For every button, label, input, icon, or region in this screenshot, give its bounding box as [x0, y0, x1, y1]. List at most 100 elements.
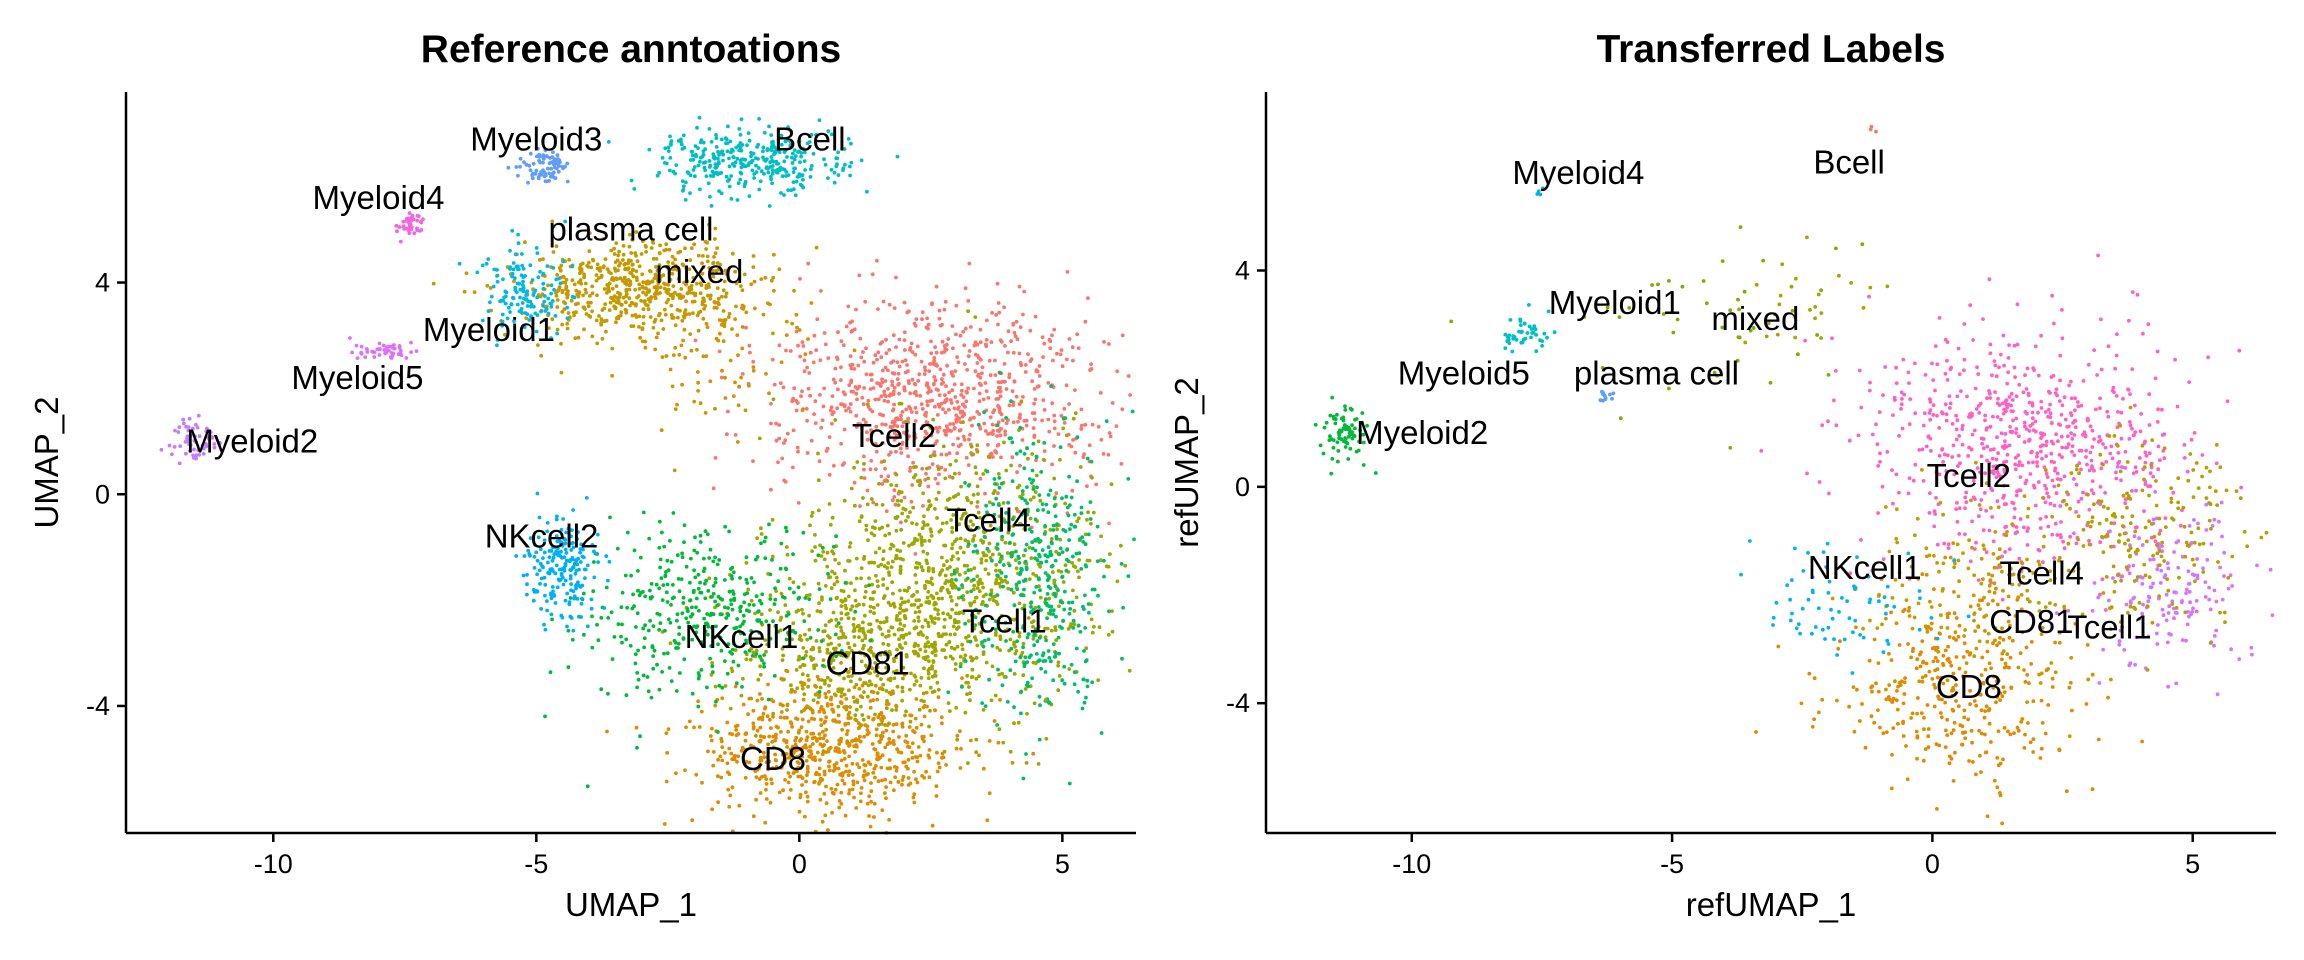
data-point: [541, 556, 545, 560]
data-point: [714, 336, 719, 341]
data-point: [955, 451, 960, 456]
data-point: [1030, 411, 1035, 415]
data-point: [671, 261, 675, 266]
data-point: [785, 155, 789, 159]
data-point: [1071, 416, 1076, 421]
data-point: [715, 603, 720, 608]
data-point: [726, 315, 731, 319]
data-point: [923, 429, 928, 434]
data-point: [896, 371, 901, 376]
data-point: [917, 609, 922, 614]
data-point: [582, 272, 586, 277]
data-point: [976, 526, 981, 530]
data-point: [1062, 607, 1067, 612]
data-point: [665, 600, 670, 604]
data-point: [705, 632, 710, 637]
data-point: [727, 589, 732, 594]
data-point: [996, 397, 1001, 401]
data-point: [564, 551, 569, 555]
data-point: [968, 639, 973, 644]
data-point: [879, 355, 884, 360]
data-point: [993, 373, 998, 377]
data-point: [926, 590, 931, 594]
data-point: [866, 772, 870, 776]
data-point: [721, 158, 725, 163]
data-point: [924, 769, 928, 774]
data-point: [716, 150, 720, 154]
data-point: [900, 685, 905, 690]
data-point: [1025, 711, 1029, 716]
data-point: [681, 595, 686, 600]
data-point: [795, 325, 799, 330]
data-point: [698, 533, 703, 538]
data-point: [906, 515, 910, 519]
data-point: [692, 242, 697, 247]
data-point: [763, 638, 768, 642]
data-point: [1005, 627, 1010, 632]
data-point: [1046, 573, 1050, 578]
data-point: [516, 241, 521, 246]
data-point: [981, 600, 985, 604]
data-point: [753, 306, 757, 311]
data-point: [986, 637, 991, 642]
data-point: [925, 523, 930, 527]
data-point: [1053, 584, 1058, 589]
data-point: [886, 387, 890, 391]
data-point: [1016, 419, 1020, 424]
data-point: [823, 162, 828, 167]
data-point: [914, 777, 918, 782]
data-point: [582, 555, 586, 560]
data-point: [1006, 520, 1011, 525]
data-point: [709, 140, 714, 144]
data-point: [824, 801, 829, 806]
data-point: [839, 802, 844, 806]
data-point: [606, 616, 611, 620]
data-point: [923, 586, 927, 590]
data-point: [1014, 506, 1019, 511]
data-point: [503, 301, 508, 306]
data-point: [934, 387, 939, 392]
data-point: [1044, 736, 1049, 741]
data-point: [895, 360, 900, 365]
data-point: [953, 632, 957, 637]
data-point: [1042, 441, 1047, 445]
data-point: [981, 652, 986, 656]
data-point: [1090, 680, 1095, 685]
data-point: [768, 636, 773, 641]
data-point: [959, 484, 963, 489]
data-point: [848, 173, 852, 178]
data-point: [646, 307, 651, 312]
data-point: [677, 589, 682, 594]
data-point: [1079, 407, 1084, 412]
data-point: [792, 386, 797, 391]
data-point: [1106, 452, 1111, 457]
data-point: [842, 781, 847, 786]
data-point: [1083, 563, 1088, 567]
data-point: [1055, 522, 1059, 526]
data-point: [692, 568, 696, 573]
data-point: [944, 763, 948, 767]
data-point: [758, 738, 763, 743]
data-point: [510, 228, 515, 233]
data-point: [661, 583, 666, 587]
data-point: [542, 622, 546, 627]
data-point: [719, 191, 724, 196]
data-point: [901, 557, 905, 562]
data-point: [958, 410, 963, 415]
data-point: [664, 731, 669, 736]
data-point: [1009, 617, 1013, 622]
data-point: [807, 754, 812, 759]
data-point: [1051, 612, 1055, 616]
data-point: [837, 720, 842, 724]
data-point: [1005, 700, 1010, 704]
data-point: [1030, 468, 1035, 473]
data-point: [642, 300, 647, 304]
data-point: [805, 704, 809, 709]
data-point: [712, 255, 716, 259]
data-point: [847, 406, 851, 410]
data-point: [799, 737, 803, 741]
data-point: [793, 738, 798, 743]
data-point: [884, 616, 889, 620]
data-point: [1063, 529, 1068, 534]
data-point: [788, 349, 793, 353]
